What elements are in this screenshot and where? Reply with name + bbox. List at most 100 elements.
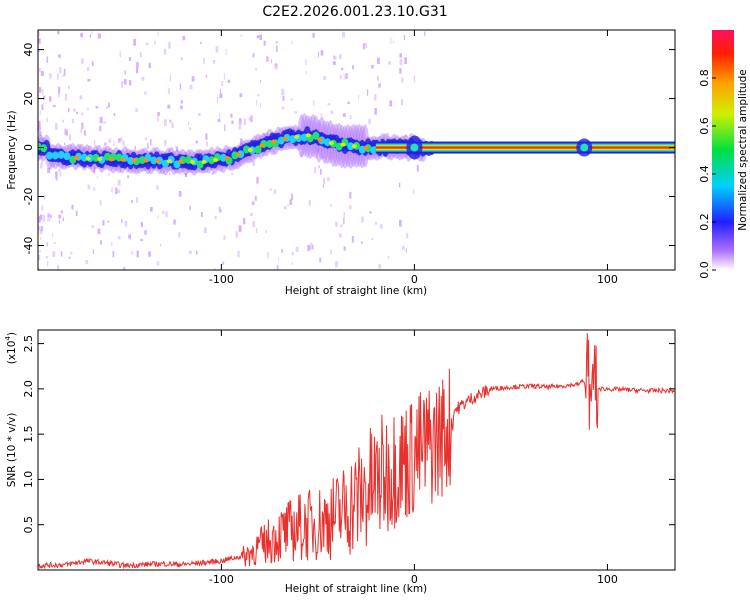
- noise-cell: [223, 73, 226, 80]
- noise-cell: [345, 73, 348, 80]
- noise-cell: [322, 156, 325, 159]
- noise-cell: [377, 76, 379, 81]
- noise-cell: [338, 233, 342, 238]
- noise-cell: [52, 104, 56, 108]
- noise-cell: [58, 92, 60, 98]
- noise-cell: [189, 84, 193, 90]
- noise-cell: [49, 73, 52, 78]
- noise-cell: [135, 66, 139, 74]
- noise-cell: [55, 171, 58, 179]
- noise-cell: [46, 56, 49, 63]
- noise-cell: [117, 189, 121, 194]
- noise-cell: [58, 86, 61, 94]
- noise-cell: [131, 200, 133, 203]
- noise-cell: [71, 118, 74, 123]
- peak-cell: [40, 144, 48, 153]
- noise-cell: [157, 112, 161, 116]
- noise-cell: [144, 166, 146, 172]
- noise-cell: [189, 206, 192, 210]
- noise-cell: [39, 110, 41, 115]
- noise-cell: [118, 138, 121, 143]
- noise-cell: [244, 118, 246, 126]
- colorbar: 0.0 0.2 0.4 0.6 0.8 Normalized spectral ampl…: [698, 30, 749, 279]
- noise-cell: [157, 31, 159, 36]
- noise-cell: [335, 221, 338, 227]
- noise-cell: [254, 195, 257, 201]
- noise-cell: [38, 254, 41, 261]
- noise-cell: [141, 76, 145, 81]
- noise-cell: [342, 31, 345, 38]
- noise-cell: [223, 235, 226, 241]
- noise-cell: [191, 76, 195, 82]
- noise-cell: [99, 125, 102, 132]
- noise-cell: [123, 79, 127, 85]
- noise-cell: [111, 242, 113, 246]
- noise-cell: [255, 99, 258, 106]
- noise-cell: [323, 75, 326, 80]
- noise-cell: [378, 264, 381, 269]
- noise-cell: [133, 38, 136, 46]
- core-cell: [317, 137, 323, 142]
- noise-cell: [230, 113, 233, 118]
- noise-cell: [317, 51, 320, 58]
- noise-cell: [252, 53, 255, 57]
- noise-cell: [256, 227, 258, 234]
- noise-cell: [123, 267, 126, 270]
- noise-cell: [330, 249, 332, 255]
- spectrogram-ylabel: Frequency (Hz): [6, 110, 18, 189]
- noise-cell: [399, 53, 402, 58]
- noise-cell: [243, 217, 246, 225]
- noise-cell: [388, 61, 392, 65]
- noise-cell: [219, 112, 221, 120]
- peak-cell: [347, 142, 355, 151]
- noise-cell: [231, 120, 234, 124]
- y-tick-label: 1.0: [22, 471, 35, 489]
- noise-cell: [39, 68, 41, 72]
- noise-cell: [47, 167, 51, 174]
- noise-cell: [281, 106, 285, 110]
- noise-cell: [290, 98, 293, 101]
- noise-cell: [43, 195, 46, 200]
- noise-cell: [211, 172, 214, 175]
- noise-cell: [129, 80, 132, 86]
- noise-cell: [93, 187, 96, 191]
- noise-cell: [399, 58, 403, 65]
- noise-cell: [424, 31, 426, 36]
- core-cell: [352, 144, 358, 149]
- noise-cell: [196, 250, 198, 255]
- noise-cell: [403, 35, 406, 41]
- noise-cell: [399, 68, 402, 74]
- core-cell: [189, 159, 195, 164]
- tone-bump-core: [580, 143, 589, 152]
- noise-cell: [312, 32, 315, 38]
- snr-multiplier: (x104): [4, 332, 18, 364]
- noise-cell: [275, 40, 279, 44]
- core-cell: [340, 142, 346, 147]
- noise-cell: [47, 217, 51, 222]
- noise-cell: [386, 132, 389, 136]
- noise-cell: [48, 96, 52, 102]
- y-tick-label: -20: [22, 188, 35, 206]
- noise-cell: [256, 35, 260, 39]
- noise-cell: [136, 197, 139, 203]
- noise-cell: [63, 68, 66, 76]
- noise-cell: [39, 250, 41, 253]
- noise-cell: [399, 219, 402, 227]
- noise-cell: [106, 220, 110, 223]
- noise-cell: [121, 219, 123, 224]
- noise-cell: [270, 59, 273, 63]
- core-cell: [120, 157, 126, 162]
- core-cell: [305, 133, 311, 138]
- noise-cell: [91, 31, 93, 34]
- noise-cell: [320, 113, 323, 116]
- noise-cell: [273, 189, 277, 194]
- noise-cell: [175, 146, 179, 152]
- noise-cell: [100, 200, 102, 207]
- noise-cell: [139, 51, 142, 58]
- noise-cell: [316, 147, 320, 153]
- noise-cell: [39, 137, 43, 140]
- peak-cell: [219, 153, 227, 162]
- noise-cell: [161, 210, 165, 215]
- noise-cell: [104, 142, 107, 146]
- noise-cell: [169, 119, 172, 123]
